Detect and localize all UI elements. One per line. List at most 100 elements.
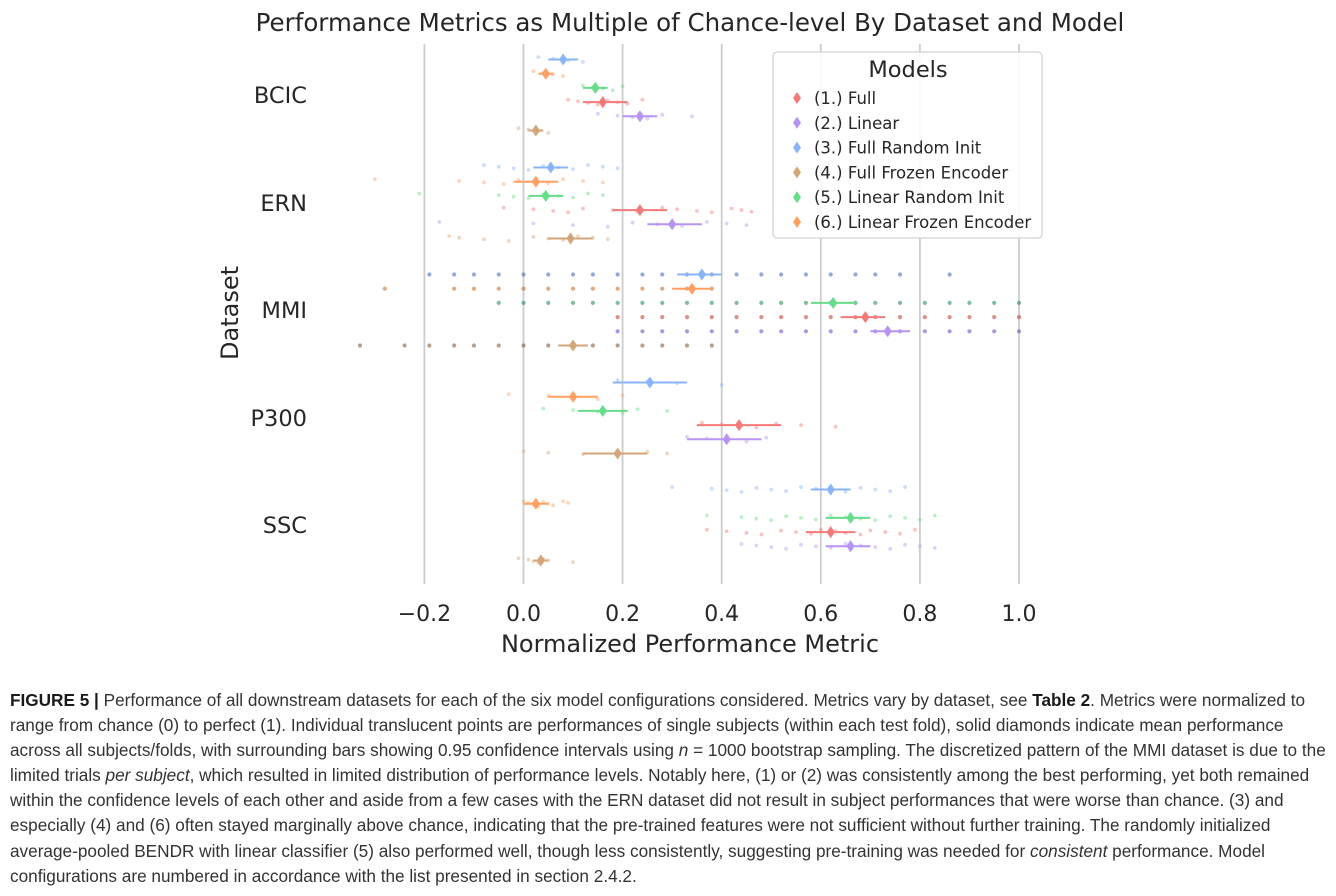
x-tick-label: 0.6 — [803, 602, 838, 627]
x-tick-label: 0.0 — [506, 602, 541, 627]
caption-table-ref[interactable]: Table 2 — [1032, 690, 1091, 710]
subject-point — [496, 272, 501, 277]
subject-point — [699, 420, 704, 425]
subject-point — [590, 343, 595, 348]
subject-point — [803, 272, 809, 277]
subject-point — [704, 220, 709, 224]
subject-point — [709, 300, 714, 305]
subject-point — [566, 501, 570, 505]
mean-diamond — [598, 96, 607, 109]
subject-point — [947, 315, 952, 320]
subject-point — [784, 514, 789, 519]
subject-point — [734, 329, 739, 334]
mean-diamond — [541, 67, 550, 80]
subject-point — [526, 168, 531, 172]
mean-diamond — [568, 339, 578, 352]
subject-point — [571, 408, 575, 412]
subject-point — [581, 206, 585, 211]
subject-point — [447, 234, 452, 239]
subject-point — [779, 528, 784, 533]
subject-point — [595, 397, 600, 401]
subject-point — [897, 315, 903, 320]
subject-point — [734, 272, 739, 277]
subject-point — [759, 300, 764, 305]
subject-point — [581, 83, 585, 88]
subject-point — [595, 102, 600, 107]
subject-point — [521, 343, 526, 348]
legend-marker — [793, 191, 801, 204]
subject-point — [496, 164, 501, 169]
caption-label: FIGURE 5 | — [10, 690, 99, 710]
subject-point — [967, 300, 972, 305]
legend-entry: (4.) Full Frozen Encoder — [814, 163, 1008, 182]
subject-point — [571, 167, 575, 172]
subject-point — [873, 300, 878, 305]
subject-point — [709, 286, 714, 291]
subject-point — [660, 329, 665, 334]
subject-point — [506, 239, 511, 243]
subject-point — [501, 182, 506, 187]
subject-point — [615, 378, 620, 382]
mean-diamond — [568, 390, 578, 403]
mean-diamond — [846, 540, 855, 553]
legend-marker — [793, 166, 801, 179]
subject-point — [769, 487, 774, 492]
subject-point — [739, 490, 744, 494]
subject-point — [511, 166, 516, 171]
subject-point — [833, 424, 838, 429]
y-category-label: MMI — [262, 298, 307, 324]
subject-point — [496, 300, 501, 305]
subject-point — [526, 557, 531, 562]
subject-point — [531, 235, 536, 239]
subject-point — [828, 513, 833, 518]
subject-point — [506, 392, 511, 397]
subject-point — [581, 179, 585, 183]
subject-point — [576, 99, 580, 104]
subject-point — [764, 435, 769, 440]
subject-point — [779, 272, 784, 277]
mean-diamond — [826, 483, 835, 496]
subject-point — [600, 164, 605, 169]
x-tick-label: −0.2 — [398, 602, 451, 627]
subject-point — [620, 84, 625, 89]
subject-point — [873, 272, 878, 277]
subject-point — [799, 542, 803, 547]
y-category-label: P300 — [250, 406, 307, 432]
legend-entry: (3.) Full Random Init — [814, 139, 982, 158]
subject-point — [571, 560, 575, 564]
subject-point — [922, 300, 927, 305]
subject-point — [704, 513, 709, 518]
subject-point — [536, 55, 541, 59]
subject-point — [660, 205, 665, 210]
caption-text-3: = 1000 bootstrap sampling. The discretiz… — [10, 740, 1326, 786]
subject-point — [590, 272, 595, 277]
mean-diamond — [883, 325, 892, 338]
subject-point — [660, 315, 665, 320]
chart-title: Performance Metrics as Multiple of Chanc… — [256, 8, 1125, 37]
subject-point — [645, 116, 650, 121]
subject-point — [744, 439, 749, 444]
subject-point — [803, 329, 809, 334]
mean-diamond — [734, 419, 744, 432]
subject-point — [571, 195, 575, 200]
caption-text-2: . Metrics were normalized to range from … — [10, 690, 1306, 761]
mean-markers — [513, 53, 910, 567]
subject-point — [888, 489, 893, 493]
subject-point — [744, 223, 749, 228]
subject-point — [471, 272, 477, 277]
subject-point — [888, 514, 893, 519]
subject-point — [813, 517, 818, 522]
subject-point — [640, 286, 645, 291]
subject-point — [615, 300, 620, 305]
subject-point — [600, 180, 605, 185]
subject-point — [640, 272, 645, 277]
subject-point — [828, 272, 833, 277]
subject-point — [610, 88, 615, 93]
subject-point — [709, 486, 714, 491]
subject-point — [640, 329, 645, 334]
mean-diamond — [591, 81, 600, 94]
x-tick-labels: −0.2 0.0 0.2 0.4 0.6 0.8 1.0 — [398, 602, 1037, 627]
subject-point — [640, 97, 645, 102]
subject-point — [709, 329, 714, 334]
subject-point — [739, 208, 744, 213]
